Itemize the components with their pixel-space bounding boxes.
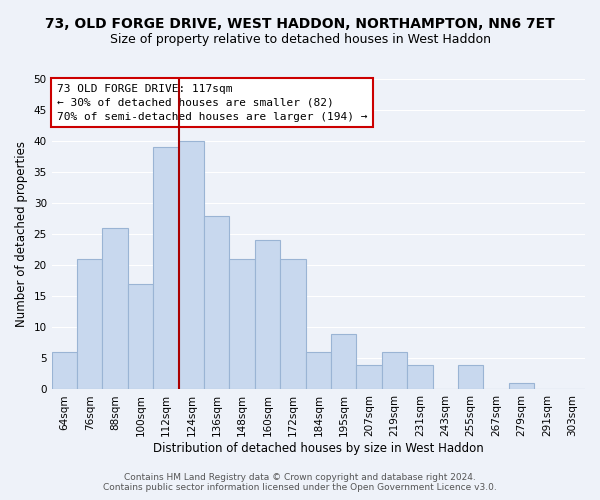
- Text: 73, OLD FORGE DRIVE, WEST HADDON, NORTHAMPTON, NN6 7ET: 73, OLD FORGE DRIVE, WEST HADDON, NORTHA…: [45, 18, 555, 32]
- Bar: [52, 352, 77, 390]
- Bar: [153, 148, 179, 390]
- Y-axis label: Number of detached properties: Number of detached properties: [15, 141, 28, 327]
- Bar: [255, 240, 280, 390]
- Text: Size of property relative to detached houses in West Haddon: Size of property relative to detached ho…: [110, 32, 491, 46]
- Bar: [382, 352, 407, 390]
- Text: 73 OLD FORGE DRIVE: 117sqm
← 30% of detached houses are smaller (82)
70% of semi: 73 OLD FORGE DRIVE: 117sqm ← 30% of deta…: [57, 84, 367, 122]
- Bar: [77, 259, 103, 390]
- Bar: [128, 284, 153, 390]
- Bar: [458, 364, 484, 390]
- Bar: [229, 259, 255, 390]
- Bar: [356, 364, 382, 390]
- Bar: [305, 352, 331, 390]
- Bar: [331, 334, 356, 390]
- X-axis label: Distribution of detached houses by size in West Haddon: Distribution of detached houses by size …: [153, 442, 484, 455]
- Bar: [509, 383, 534, 390]
- Bar: [103, 228, 128, 390]
- Bar: [179, 141, 204, 390]
- Bar: [280, 259, 305, 390]
- Bar: [204, 216, 229, 390]
- Bar: [407, 364, 433, 390]
- Text: Contains HM Land Registry data © Crown copyright and database right 2024.
Contai: Contains HM Land Registry data © Crown c…: [103, 473, 497, 492]
